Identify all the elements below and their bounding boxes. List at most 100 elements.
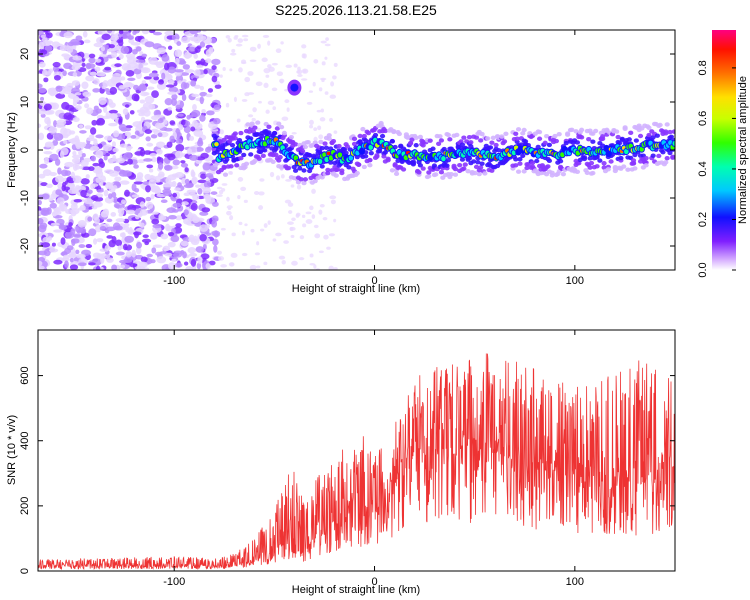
noise-speck [48, 126, 58, 134]
ridge-halo [430, 146, 436, 151]
noise-speck [199, 41, 206, 48]
noise-speck [156, 157, 164, 165]
noise-speck [39, 163, 48, 169]
noise-speck [172, 159, 181, 166]
ridge-halo [361, 164, 367, 170]
noise-speck [311, 214, 316, 219]
noise-speck [63, 186, 71, 191]
noise-speck [97, 30, 106, 35]
y-tick-label: 0 [19, 568, 31, 574]
noise-speck [75, 142, 81, 150]
noise-speck [293, 63, 298, 68]
noise-speck [87, 216, 93, 222]
noise-speck [295, 212, 301, 217]
noise-speck [302, 223, 307, 228]
noise-speck [65, 209, 73, 214]
noise-speck [137, 159, 146, 164]
noise-speck [195, 60, 202, 65]
noise-speck [180, 163, 189, 168]
noise-speck [136, 172, 144, 179]
noise-speck [225, 35, 231, 39]
ridge-halo [365, 130, 372, 136]
ridge-halo [546, 142, 553, 148]
ridge-halo [252, 158, 258, 164]
noise-speck [207, 88, 214, 93]
ridge-halo [489, 168, 495, 173]
noise-speck [44, 44, 53, 53]
ridge-halo [302, 144, 309, 150]
noise-speck [202, 162, 211, 171]
x-tick-label: 100 [566, 275, 584, 287]
noise-speck [199, 233, 207, 242]
noise-speck [99, 53, 108, 58]
ridge-halo [452, 166, 459, 172]
noise-speck [324, 43, 331, 47]
ridge-core [262, 141, 268, 147]
noise-speck [40, 49, 48, 55]
noise-speck [190, 258, 197, 267]
noise-speck [203, 181, 211, 189]
ridge-halo [549, 170, 555, 176]
noise-speck [309, 205, 314, 211]
noise-speck [247, 92, 255, 95]
ridge-halo [593, 128, 599, 134]
ridge-halo [318, 139, 324, 145]
ridge-halo [379, 133, 386, 139]
noise-speck [99, 226, 107, 231]
noise-speck [63, 31, 73, 39]
ridge-halo [444, 163, 450, 168]
ridge-halo [374, 153, 380, 158]
noise-speck [52, 65, 60, 73]
noise-speck [75, 105, 82, 111]
ridge-halo [413, 143, 419, 148]
noise-speck [174, 172, 185, 179]
ridge-halo [260, 153, 266, 158]
ridge-halo [529, 160, 536, 166]
ridge-halo [245, 122, 251, 127]
noise-speck [139, 83, 146, 91]
ridge-halo [643, 163, 649, 168]
noise-speck [180, 240, 189, 247]
noise-speck [203, 193, 211, 200]
noise-speck [96, 71, 106, 77]
ridge-halo [670, 155, 675, 160]
noise-speck [218, 190, 224, 195]
noise-speck [99, 175, 107, 183]
noise-speck [38, 123, 42, 129]
ridge-peak [214, 142, 219, 147]
ridge-halo [301, 180, 307, 186]
ridge-halo [476, 171, 482, 177]
noise-speck [81, 81, 89, 89]
noise-speck [285, 64, 292, 68]
noise-speck [197, 188, 203, 195]
ridge-core [317, 158, 323, 164]
noise-speck [297, 74, 303, 77]
noise-speck [269, 171, 275, 178]
snr-plot-area [38, 353, 675, 571]
ridge-halo [465, 169, 471, 174]
ridge-halo [232, 136, 238, 141]
ridge-halo [232, 131, 238, 136]
noise-speck [193, 129, 204, 137]
noise-speck [175, 74, 184, 83]
noise-speck [68, 130, 76, 135]
noise-speck [287, 202, 294, 207]
noise-speck [184, 178, 190, 185]
ridge-halo [381, 154, 387, 159]
ridge-halo [542, 140, 548, 146]
noise-speck [177, 80, 183, 84]
noise-speck [211, 201, 219, 207]
noise-speck [213, 244, 218, 253]
noise-speck [172, 192, 178, 198]
noise-speck [145, 185, 151, 193]
noise-speck [54, 158, 61, 166]
noise-speck [289, 226, 294, 232]
noise-speck [302, 69, 307, 74]
noise-speck [142, 234, 149, 239]
noise-speck [268, 66, 275, 72]
noise-speck [112, 222, 121, 231]
noise-speck [60, 147, 69, 156]
colorbar-tick-label: 0.6 [697, 111, 709, 126]
noise-speck [152, 244, 163, 248]
